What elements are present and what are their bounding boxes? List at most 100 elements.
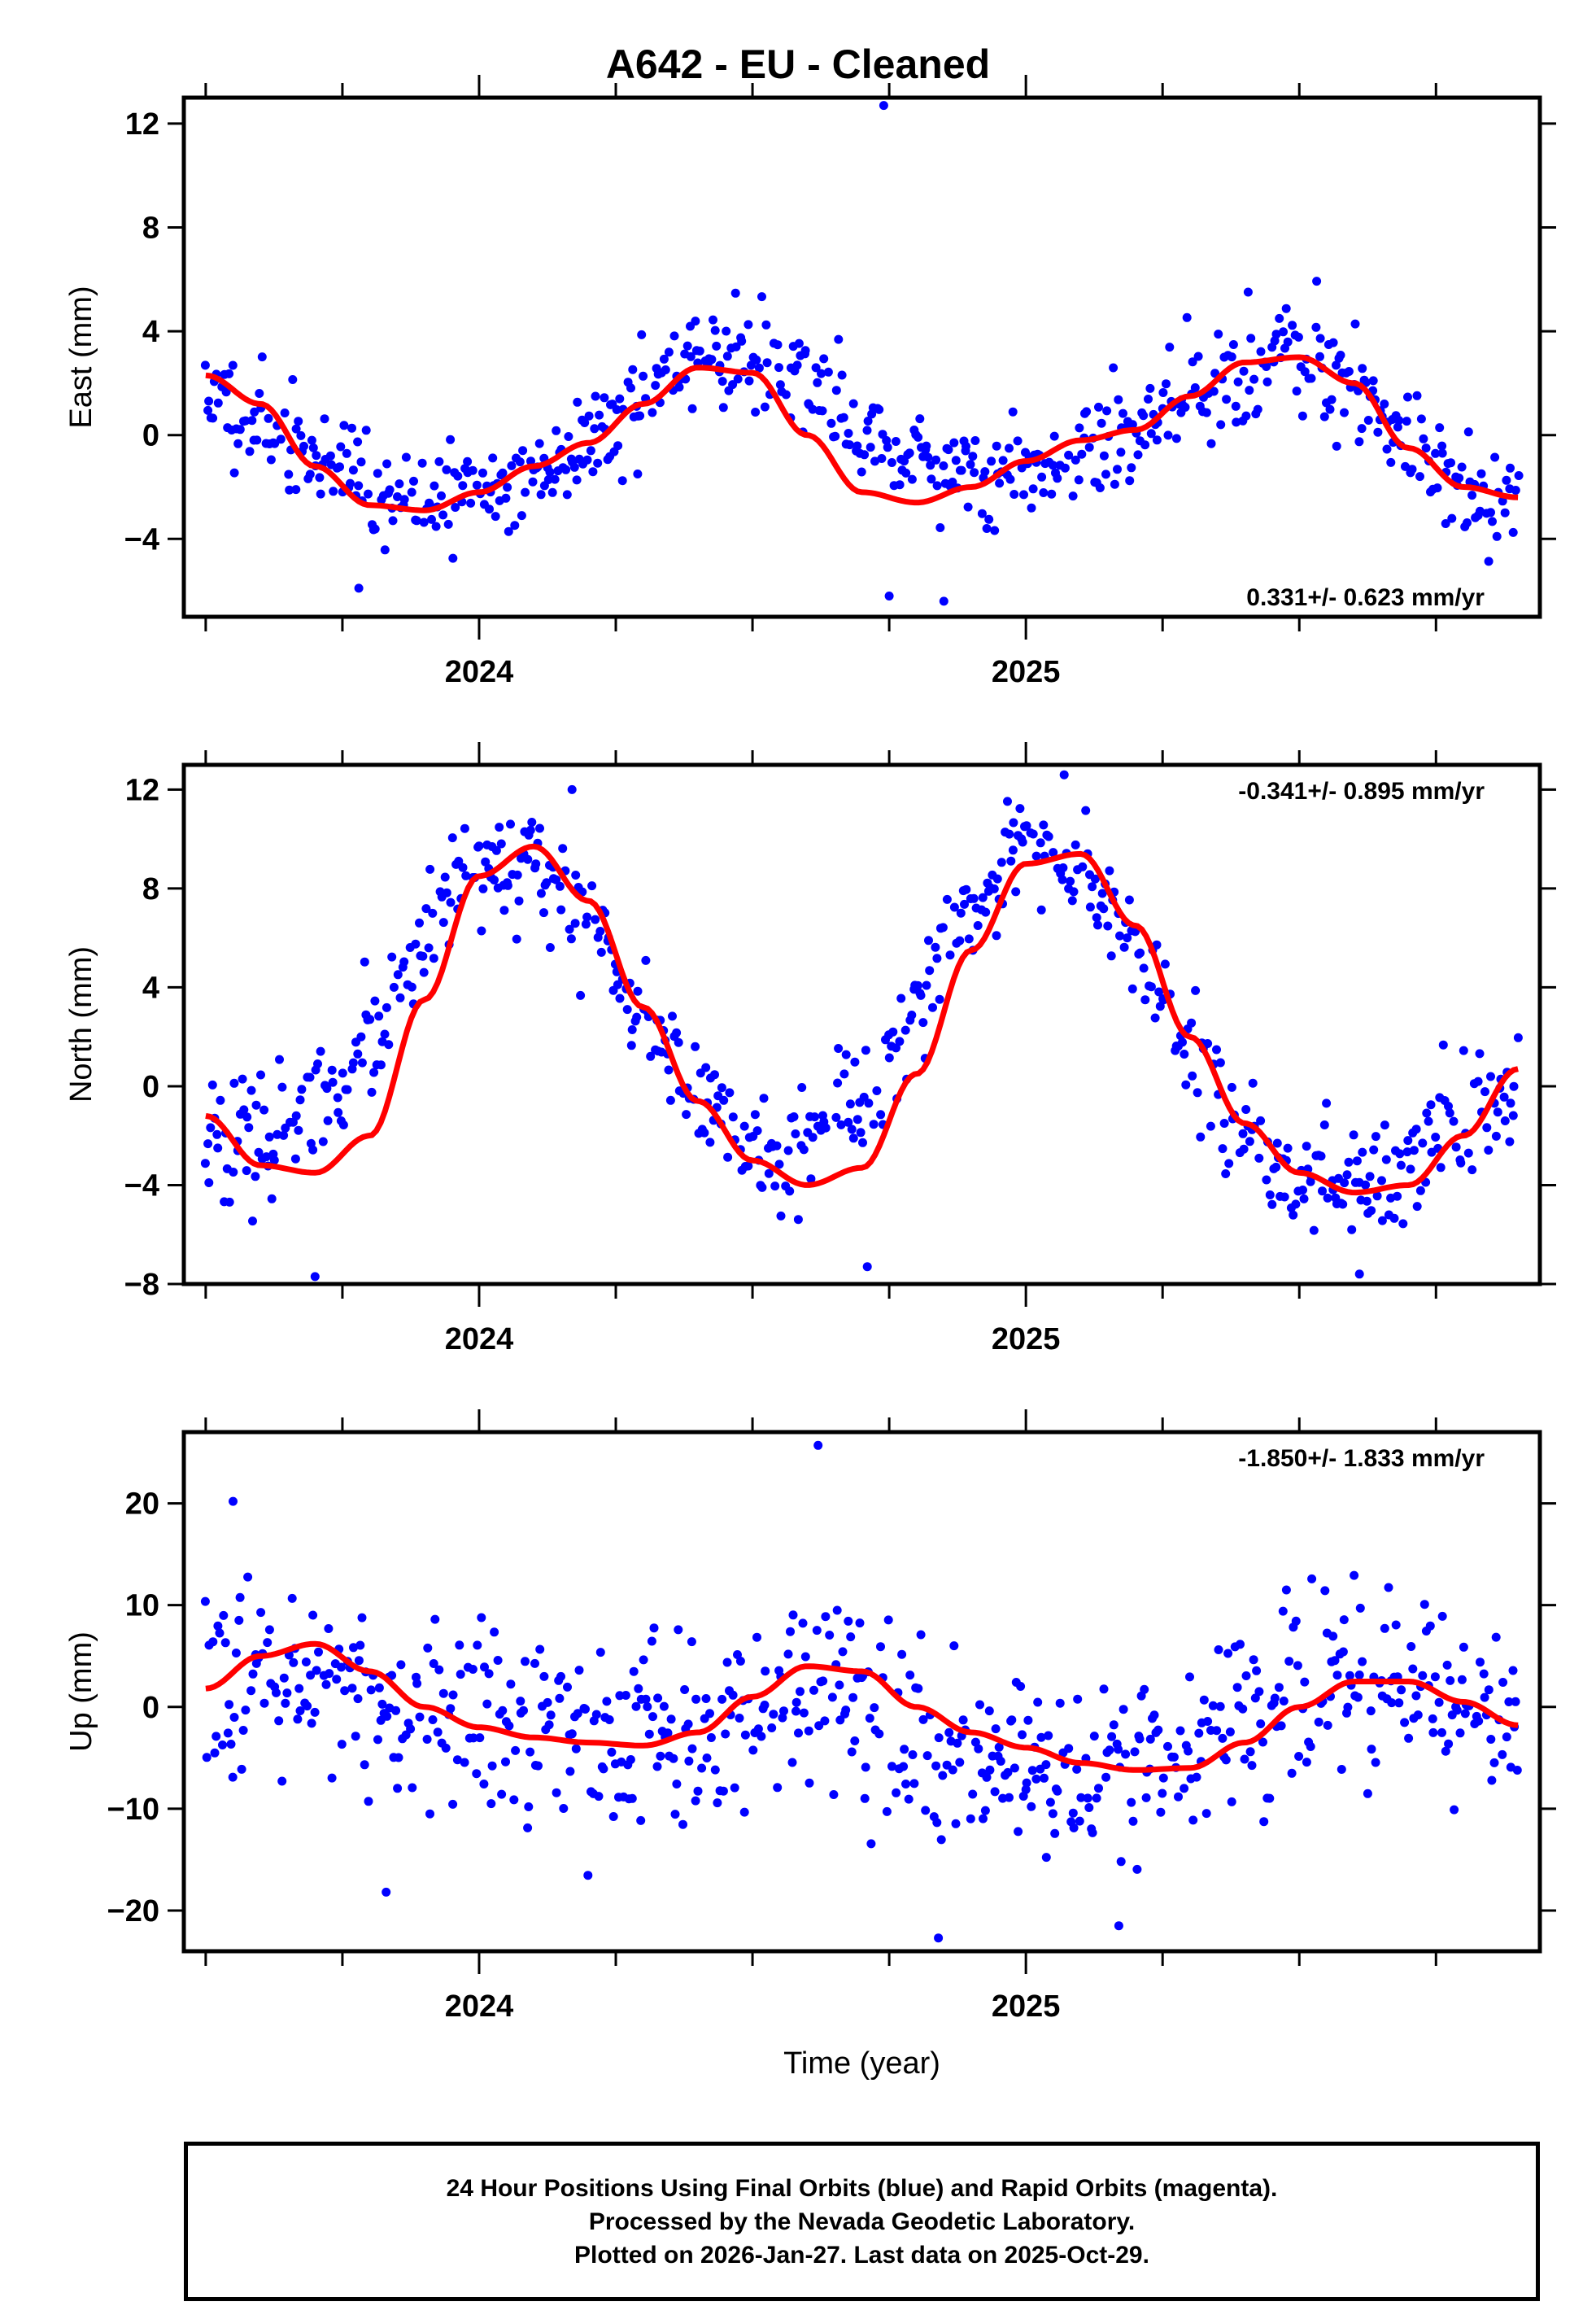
position-point	[644, 1729, 654, 1739]
position-point	[861, 1046, 870, 1055]
position-point	[536, 889, 546, 898]
position-point	[1463, 1148, 1473, 1158]
position-point	[504, 1721, 514, 1731]
y-tick-label: 10	[125, 1589, 159, 1623]
position-point	[274, 1716, 284, 1726]
position-point	[1336, 351, 1345, 360]
position-point	[1135, 1734, 1145, 1744]
position-point	[730, 1783, 739, 1793]
position-point	[1146, 982, 1156, 992]
position-point	[307, 435, 316, 445]
position-point	[419, 518, 429, 527]
position-point	[1037, 472, 1047, 482]
position-point	[656, 1751, 665, 1761]
position-point	[446, 435, 456, 444]
position-point	[853, 441, 862, 451]
position-point	[674, 382, 684, 392]
position-point	[294, 1125, 303, 1135]
position-point	[213, 1143, 223, 1153]
position-point	[544, 1720, 554, 1730]
position-point	[1484, 1146, 1494, 1155]
position-point	[443, 519, 453, 529]
position-point	[1444, 1739, 1454, 1749]
position-point	[1434, 1697, 1444, 1707]
position-point	[581, 1705, 590, 1714]
position-point	[382, 1711, 392, 1721]
position-point	[1152, 435, 1162, 445]
position-point	[1389, 1213, 1399, 1223]
position-point	[1102, 406, 1112, 416]
position-point	[1139, 963, 1149, 973]
position-point	[725, 1088, 735, 1098]
position-point	[1393, 422, 1402, 432]
position-point	[291, 424, 301, 434]
position-point	[1216, 420, 1226, 430]
position-point	[1019, 490, 1028, 500]
position-point	[719, 1095, 729, 1105]
position-point	[1249, 1655, 1258, 1665]
position-point	[900, 1025, 910, 1035]
position-point	[1365, 1172, 1375, 1181]
position-point	[1224, 1159, 1234, 1168]
position-point	[836, 1120, 846, 1129]
position-point	[353, 1049, 363, 1059]
position-point	[312, 1666, 321, 1675]
position-point	[1312, 277, 1322, 286]
position-point	[1391, 1620, 1401, 1630]
position-point	[1400, 1718, 1410, 1727]
x-tick-label: 2024	[445, 1989, 514, 2024]
position-point	[648, 1712, 657, 1722]
position-point	[1387, 1698, 1397, 1708]
position-point	[931, 455, 941, 465]
position-point	[591, 915, 600, 924]
position-point	[293, 1714, 303, 1724]
position-point	[504, 526, 513, 536]
position-point	[1089, 1732, 1099, 1741]
position-point	[438, 918, 448, 928]
position-point	[1169, 1752, 1179, 1762]
position-point	[1253, 404, 1262, 414]
position-point	[773, 340, 783, 350]
position-point	[1150, 1013, 1160, 1023]
position-point	[1188, 357, 1197, 367]
position-point	[1419, 1600, 1429, 1609]
position-point	[1377, 1176, 1386, 1186]
position-point	[865, 1714, 874, 1723]
position-point	[966, 1814, 975, 1823]
position-point	[838, 1647, 848, 1657]
y-axis-title: North (mm)	[64, 946, 98, 1103]
outlier-point	[354, 583, 364, 593]
position-point	[321, 1679, 331, 1689]
position-point	[563, 1682, 572, 1692]
position-point	[924, 936, 933, 946]
position-point	[573, 397, 582, 407]
position-point	[1436, 1163, 1446, 1173]
position-point	[447, 833, 457, 843]
position-point	[800, 346, 810, 356]
position-point	[859, 1092, 869, 1102]
position-point	[291, 485, 301, 495]
position-point	[411, 939, 421, 949]
position-point	[1060, 463, 1070, 473]
x-axis-title: Time (year)	[783, 2046, 940, 2081]
position-point	[233, 439, 243, 448]
position-point	[1467, 491, 1477, 500]
position-point	[552, 1788, 561, 1797]
position-point	[1344, 1157, 1354, 1167]
position-point	[460, 823, 469, 833]
position-point	[992, 874, 1002, 884]
position-point	[1192, 1772, 1201, 1782]
position-point	[1486, 508, 1495, 518]
position-point	[1201, 408, 1211, 417]
position-point	[1358, 1147, 1367, 1157]
position-point	[561, 465, 571, 474]
position-point	[617, 476, 627, 486]
position-point	[473, 1640, 482, 1650]
position-point	[905, 1671, 915, 1680]
position-point	[213, 1621, 223, 1631]
position-point	[779, 1706, 788, 1716]
position-point	[1459, 1642, 1468, 1652]
position-point	[1163, 430, 1173, 440]
position-point	[956, 908, 966, 918]
position-point	[1428, 1714, 1437, 1723]
